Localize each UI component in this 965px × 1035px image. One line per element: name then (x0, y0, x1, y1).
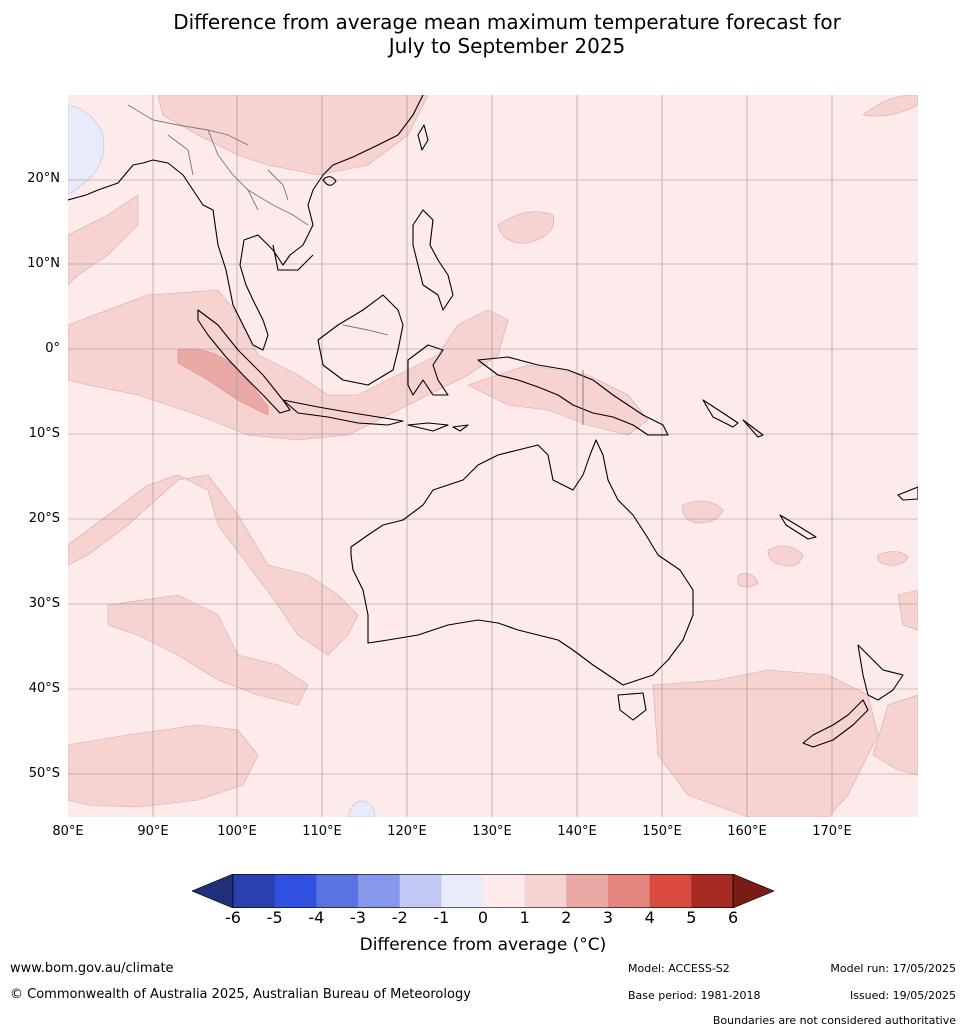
colorbar-tick-label: -1 (433, 908, 450, 927)
coastlines (68, 95, 918, 748)
anomaly-cool-patch-south (347, 800, 375, 817)
footer-model-run: Model run: 17/05/2025 (830, 962, 956, 975)
colorbar-tick-label: 4 (644, 908, 655, 927)
colorbar-tick-label: 1 (519, 908, 530, 927)
lon-label-140e: 140°E (557, 824, 597, 839)
map-title: Difference from average mean maximum tem… (0, 10, 965, 58)
lon-label-150e: 150°E (642, 824, 682, 839)
colorbar-title: Difference from average (°C) (359, 935, 607, 955)
colorbar-extend-high (732, 873, 775, 909)
colorbar-tick-label: -5 (266, 908, 283, 927)
anomaly-cool-patch-north (68, 104, 105, 196)
colorbar-tick-label: -6 (225, 908, 241, 927)
colorbar (191, 873, 775, 909)
lon-label-160e: 160°E (727, 824, 767, 839)
lon-label-120e: 120°E (387, 824, 427, 839)
colorbar-tick-label: 6 (727, 908, 739, 927)
colorbar-segment (358, 874, 401, 908)
lon-label-80e: 80°E (52, 824, 84, 839)
lat-label-50s: 50°S (28, 766, 60, 781)
colorbar-tick-label: -2 (391, 908, 408, 927)
lat-label-10s: 10°S (28, 426, 60, 441)
footer-copyright: © Commonwealth of Australia 2025, Austra… (10, 987, 471, 1002)
colorbar-tick-label: 3 (602, 908, 614, 927)
colorbar-segment (316, 874, 359, 908)
colorbar-segment (399, 874, 442, 908)
lon-label-170e: 170°E (812, 824, 852, 839)
colorbar-tick-label: -3 (350, 908, 366, 927)
colorbar-segment (524, 874, 567, 908)
lat-label-30s: 30°S (28, 596, 60, 611)
colorbar-extend-low (191, 873, 234, 909)
forecast-map (68, 95, 918, 817)
title-line-1: Difference from average mean maximum tem… (173, 10, 841, 34)
colorbar-segment (649, 874, 692, 908)
anomaly-1-2-areas (68, 95, 918, 817)
lon-label-130e: 130°E (472, 824, 512, 839)
colorbar-segment (566, 874, 609, 908)
colorbar-segment (233, 874, 276, 908)
colorbar-segment (608, 874, 651, 908)
colorbar-segment (483, 874, 526, 908)
lon-label-110e: 110°E (302, 824, 342, 839)
footer-disclaimer: Boundaries are not considered authoritat… (712, 1014, 956, 1027)
graticule (68, 95, 918, 817)
colorbar-tick-label: -4 (308, 908, 325, 927)
colorbar-tick-label: 0 (477, 908, 489, 927)
lat-label-20n: 20°N (27, 171, 60, 186)
footer-issued: Issued: 19/05/2025 (849, 989, 956, 1002)
map-svg (68, 95, 918, 817)
footer-base-period: Base period: 1981-2018 (628, 989, 761, 1002)
colorbar-segment (441, 874, 484, 908)
footer-model: Model: ACCESS-S2 (628, 962, 730, 975)
lat-label-20s: 20°S (28, 511, 60, 526)
lat-label-0: 0° (45, 341, 60, 356)
colorbar-segment (691, 874, 734, 908)
title-line-2: July to September 2025 (388, 34, 626, 58)
colorbar-tick-label: 5 (686, 908, 697, 927)
colorbar-tick-label: 2 (561, 908, 572, 927)
lon-label-100e: 100°E (217, 824, 257, 839)
footer-website: www.bom.gov.au/climate (10, 961, 174, 976)
colorbar-frame (232, 874, 734, 909)
lon-label-90e: 90°E (137, 824, 169, 839)
lat-label-40s: 40°S (28, 681, 60, 696)
colorbar-segment (274, 874, 317, 908)
lat-label-10n: 10°N (27, 256, 60, 271)
political-boundaries (127, 104, 584, 425)
colorbar-svg (191, 873, 775, 909)
